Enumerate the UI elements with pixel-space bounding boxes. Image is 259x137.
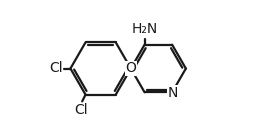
Text: O: O bbox=[125, 62, 136, 75]
Text: N: N bbox=[168, 86, 178, 100]
Text: H₂N: H₂N bbox=[132, 22, 158, 36]
Text: Cl: Cl bbox=[75, 103, 88, 117]
Text: Cl: Cl bbox=[49, 62, 62, 75]
